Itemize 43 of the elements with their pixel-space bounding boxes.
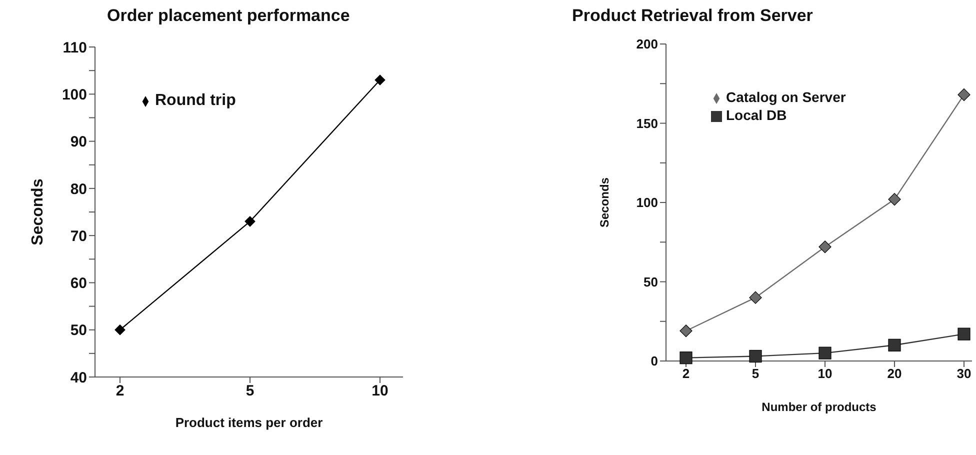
x-axis-title: Number of products — [762, 400, 877, 414]
point — [680, 324, 692, 338]
point — [888, 338, 901, 352]
point — [818, 240, 832, 254]
y-tick-label: 100 — [636, 195, 658, 210]
point — [749, 350, 762, 363]
y-tick-label: 40 — [70, 369, 87, 386]
y-tick-label: 50 — [644, 274, 658, 290]
y-tick-label: 200 — [636, 36, 658, 52]
y-tick-label: 60 — [70, 275, 87, 292]
chart-title: Product Retrieval from Server — [572, 6, 813, 26]
y-tick-label: 50 — [70, 322, 87, 340]
x-tick-label: 5 — [246, 382, 254, 400]
point — [374, 74, 386, 86]
point — [244, 216, 256, 227]
point — [888, 193, 901, 206]
y-tick-label: 0 — [650, 354, 658, 369]
x-axis-title: Product items per order — [175, 415, 323, 430]
x-tick-label: 10 — [818, 366, 832, 382]
x-tick-label: 20 — [887, 366, 902, 382]
legend-label: Local DB — [726, 107, 787, 123]
point — [958, 88, 970, 102]
y-axis-title: Seconds — [597, 177, 612, 228]
legend-label: Catalog on Server — [726, 89, 846, 105]
y-tick-label: 90 — [70, 134, 87, 151]
point — [114, 324, 126, 336]
chart-title: Order placement performance — [107, 6, 350, 26]
y-tick-label: 70 — [70, 228, 87, 245]
x-tick-label: 10 — [372, 382, 388, 400]
point — [749, 291, 762, 304]
x-tick-label: 2 — [682, 366, 690, 382]
point — [680, 352, 692, 364]
point — [818, 346, 832, 360]
y-tick-label: 80 — [70, 180, 87, 198]
x-tick-label: 30 — [956, 366, 972, 382]
y-tick-label: 150 — [636, 116, 658, 131]
x-tick-label: 5 — [752, 366, 760, 382]
legend-label: Round trip — [155, 92, 236, 109]
x-tick-label: 2 — [116, 382, 124, 400]
y-tick-label: 100 — [62, 86, 87, 104]
point — [958, 328, 970, 340]
y-tick-label: 110 — [62, 39, 87, 56]
y-axis-title: Seconds — [30, 178, 47, 246]
